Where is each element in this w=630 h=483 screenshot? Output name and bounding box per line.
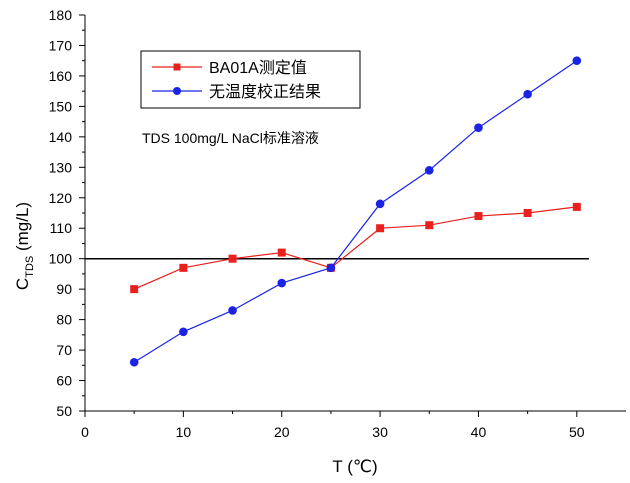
annotation: TDS 100mg/L NaCl标准溶液 [142, 130, 319, 146]
series-2-point [277, 278, 287, 288]
y-tick-label: 150 [49, 98, 73, 114]
legend-box [140, 50, 361, 109]
y-tick-label: 120 [49, 190, 73, 206]
legend: BA01A测定值 无温度校正结果 [140, 50, 361, 109]
y-axis: 50 60 70 80 90 100 110 120 130 140 150 160 170 180 [49, 7, 85, 419]
legend-marker-2 [173, 87, 181, 95]
series-2-point [474, 123, 483, 133]
y-tick-label: 160 [49, 68, 73, 84]
x-axis-label: T (℃) [332, 457, 377, 476]
series-1-point [130, 285, 139, 294]
y-tick-label: 130 [49, 159, 73, 175]
series-1-point [474, 212, 483, 221]
series-1-point [228, 254, 237, 263]
series-2-point [572, 56, 582, 65]
x-tick-label: 40 [471, 424, 487, 440]
series-1-point [523, 209, 532, 217]
y-axis-label: CTDS (mg/L) [13, 202, 36, 290]
y-tick-label: 100 [49, 251, 73, 267]
y-tick-label: 170 [49, 37, 73, 53]
series-1-point [425, 221, 434, 230]
plot-area [84, 15, 626, 412]
legend-marker-1 [173, 63, 181, 71]
x-tick-label: 50 [569, 424, 585, 440]
series-2-point [424, 166, 434, 175]
y-tick-label: 140 [49, 129, 73, 145]
series-2-point [228, 306, 237, 315]
x-tick-label: 30 [372, 424, 388, 440]
series-2-point [375, 199, 385, 209]
x-tick-label: 10 [176, 424, 192, 440]
series-1-line [133, 206, 577, 290]
x-tick-label: 0 [81, 424, 89, 440]
y-tick-label: 70 [56, 342, 72, 358]
x-axis: 0 10 20 30 40 50 [81, 411, 585, 440]
series-1-point [572, 202, 581, 211]
legend-label-1: BA01A测定值 [209, 59, 307, 77]
series-2-point [179, 327, 188, 337]
series-1-point [277, 248, 286, 257]
y-axis-label-rest: (mg/L) [13, 202, 32, 256]
series-2-point [523, 89, 532, 99]
y-tick-label: 90 [56, 281, 72, 297]
series-2-line [133, 60, 578, 363]
series-2-point [129, 357, 139, 367]
series-2-point [326, 263, 336, 273]
x-tick-label: 20 [274, 424, 290, 440]
y-tick-label: 60 [56, 373, 72, 389]
y-axis-label-main: C [13, 278, 32, 290]
legend-label-2: 无温度校正结果 [209, 83, 321, 101]
y-axis-label-sub: TDS [24, 256, 36, 278]
series-1-point [376, 224, 385, 233]
y-tick-label: 50 [56, 403, 72, 419]
y-tick-label: 180 [49, 7, 73, 23]
y-tick-label: 80 [56, 312, 72, 328]
y-tick-label: 110 [50, 220, 73, 236]
series-1-point [179, 263, 188, 272]
